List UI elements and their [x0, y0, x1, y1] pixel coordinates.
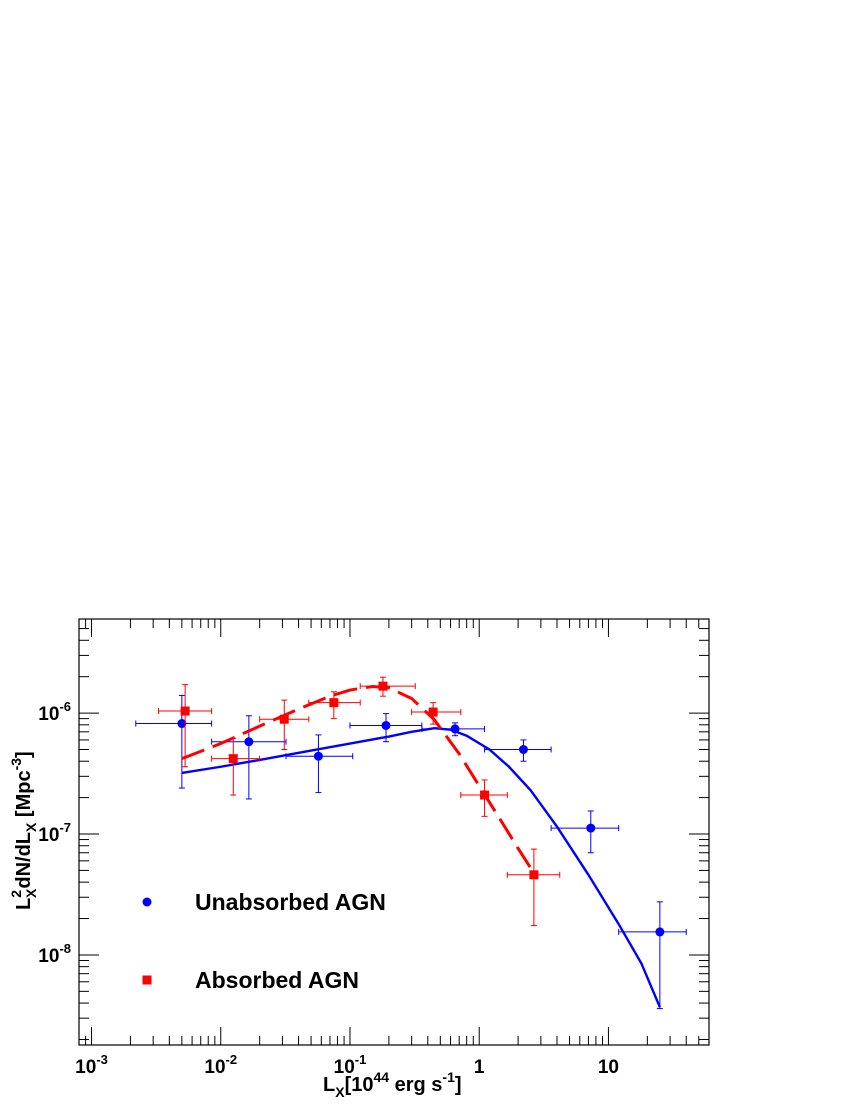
x-label-subscript: X [335, 1084, 345, 1100]
x-tick-base: 10 [75, 1057, 96, 1078]
axis-labels: LX[1044 erg s-1]L2XdN/dLX [Mpc-3] [8, 751, 462, 1100]
y-axis-label: L2XdN/dLX [Mpc-3] [8, 751, 39, 910]
x-tick-exponent: -1 [355, 1052, 367, 1067]
marker-circle [586, 823, 596, 833]
y-label-subscript: X [23, 888, 39, 898]
marker-circle [381, 720, 391, 730]
marker-circle [313, 751, 323, 761]
series-absorbed [158, 676, 561, 927]
legend-label: Unabsorbed AGN [195, 889, 386, 915]
x-tick-exponent: -2 [226, 1052, 238, 1067]
x-label-main: L [323, 1074, 335, 1096]
x-tick-base: 10 [334, 1057, 355, 1078]
y-tick-label: 10-7 [38, 820, 71, 846]
series-unabsorbed [135, 694, 687, 1010]
y-tick-base: 10 [38, 704, 59, 725]
data-point [285, 734, 354, 794]
data-point [259, 699, 310, 750]
y-label-mid: dN/dL [13, 832, 35, 889]
marker-circle [655, 927, 665, 937]
x-label-units: erg s [389, 1074, 442, 1096]
marker-square [378, 681, 388, 691]
x-tick-base: 10 [204, 1057, 225, 1078]
data-point [618, 901, 687, 1010]
y-label-units-exponent: -3 [8, 758, 24, 771]
data-point [135, 694, 213, 789]
x-label-bracket-close: ] [455, 1074, 462, 1096]
marker-square [329, 698, 339, 708]
legend-marker-circle [142, 897, 152, 907]
plot-frame [78, 618, 710, 1046]
data-point [359, 676, 416, 697]
marker-square [279, 714, 289, 724]
marker-circle [450, 724, 460, 734]
marker-square [480, 790, 490, 800]
legend: Unabsorbed AGN Absorbed AGN [142, 889, 386, 993]
marker-square [529, 870, 539, 880]
data-point [411, 702, 462, 725]
data-point [484, 739, 552, 762]
data-point [460, 779, 508, 817]
y-label-bracket-close: ] [13, 751, 35, 758]
series-layer [135, 676, 687, 1010]
data-point [550, 810, 620, 854]
x-tick-label: 10-1 [334, 1052, 367, 1078]
marker-square [228, 754, 238, 764]
marker-circle [177, 719, 187, 729]
data-point [308, 691, 361, 720]
legend-marker-square [142, 975, 152, 985]
x-axis-label: LX[1044 erg s-1] [323, 1069, 462, 1100]
x-tick-base: 10 [598, 1057, 619, 1078]
marker-circle [244, 737, 254, 747]
y-label-subscript: X [23, 822, 39, 832]
marker-square [428, 707, 438, 717]
x-tick-exponent: -3 [96, 1052, 108, 1067]
marker-square [180, 706, 190, 716]
data-point [158, 684, 213, 768]
x-label-exponent: 44 [373, 1069, 389, 1085]
y-tick-exponent: -6 [59, 699, 71, 714]
y-label-superscript: 2 [8, 890, 24, 898]
fit-curve-dashed [181, 684, 537, 876]
y-tick-label: 10-6 [38, 699, 71, 725]
fit-curve-solid [181, 727, 661, 1008]
x-tick-base: 1 [474, 1057, 485, 1078]
x-tick-label: 10 [598, 1057, 619, 1078]
y-label-L: L [13, 898, 35, 910]
y-tick-label: 10-8 [38, 941, 71, 967]
x-label-units-exponent: -1 [442, 1069, 455, 1085]
legend-label: Absorbed AGN [195, 967, 359, 993]
data-point [349, 713, 423, 743]
x-tick-label: 10-2 [204, 1052, 237, 1078]
y-tick-base: 10 [38, 946, 59, 967]
x-label-bracket: [10 [345, 1074, 374, 1096]
data-point [506, 848, 561, 927]
y-tick-exponent: -7 [59, 820, 71, 835]
y-label-units: [Mpc [13, 770, 35, 822]
y-tick-base: 10 [38, 825, 59, 846]
marker-circle [518, 744, 528, 754]
y-tick-exponent: -8 [59, 941, 71, 956]
x-tick-label: 1 [474, 1057, 485, 1078]
x-tick-label: 10-3 [75, 1052, 108, 1078]
data-point [421, 722, 486, 737]
data-point [211, 737, 261, 796]
